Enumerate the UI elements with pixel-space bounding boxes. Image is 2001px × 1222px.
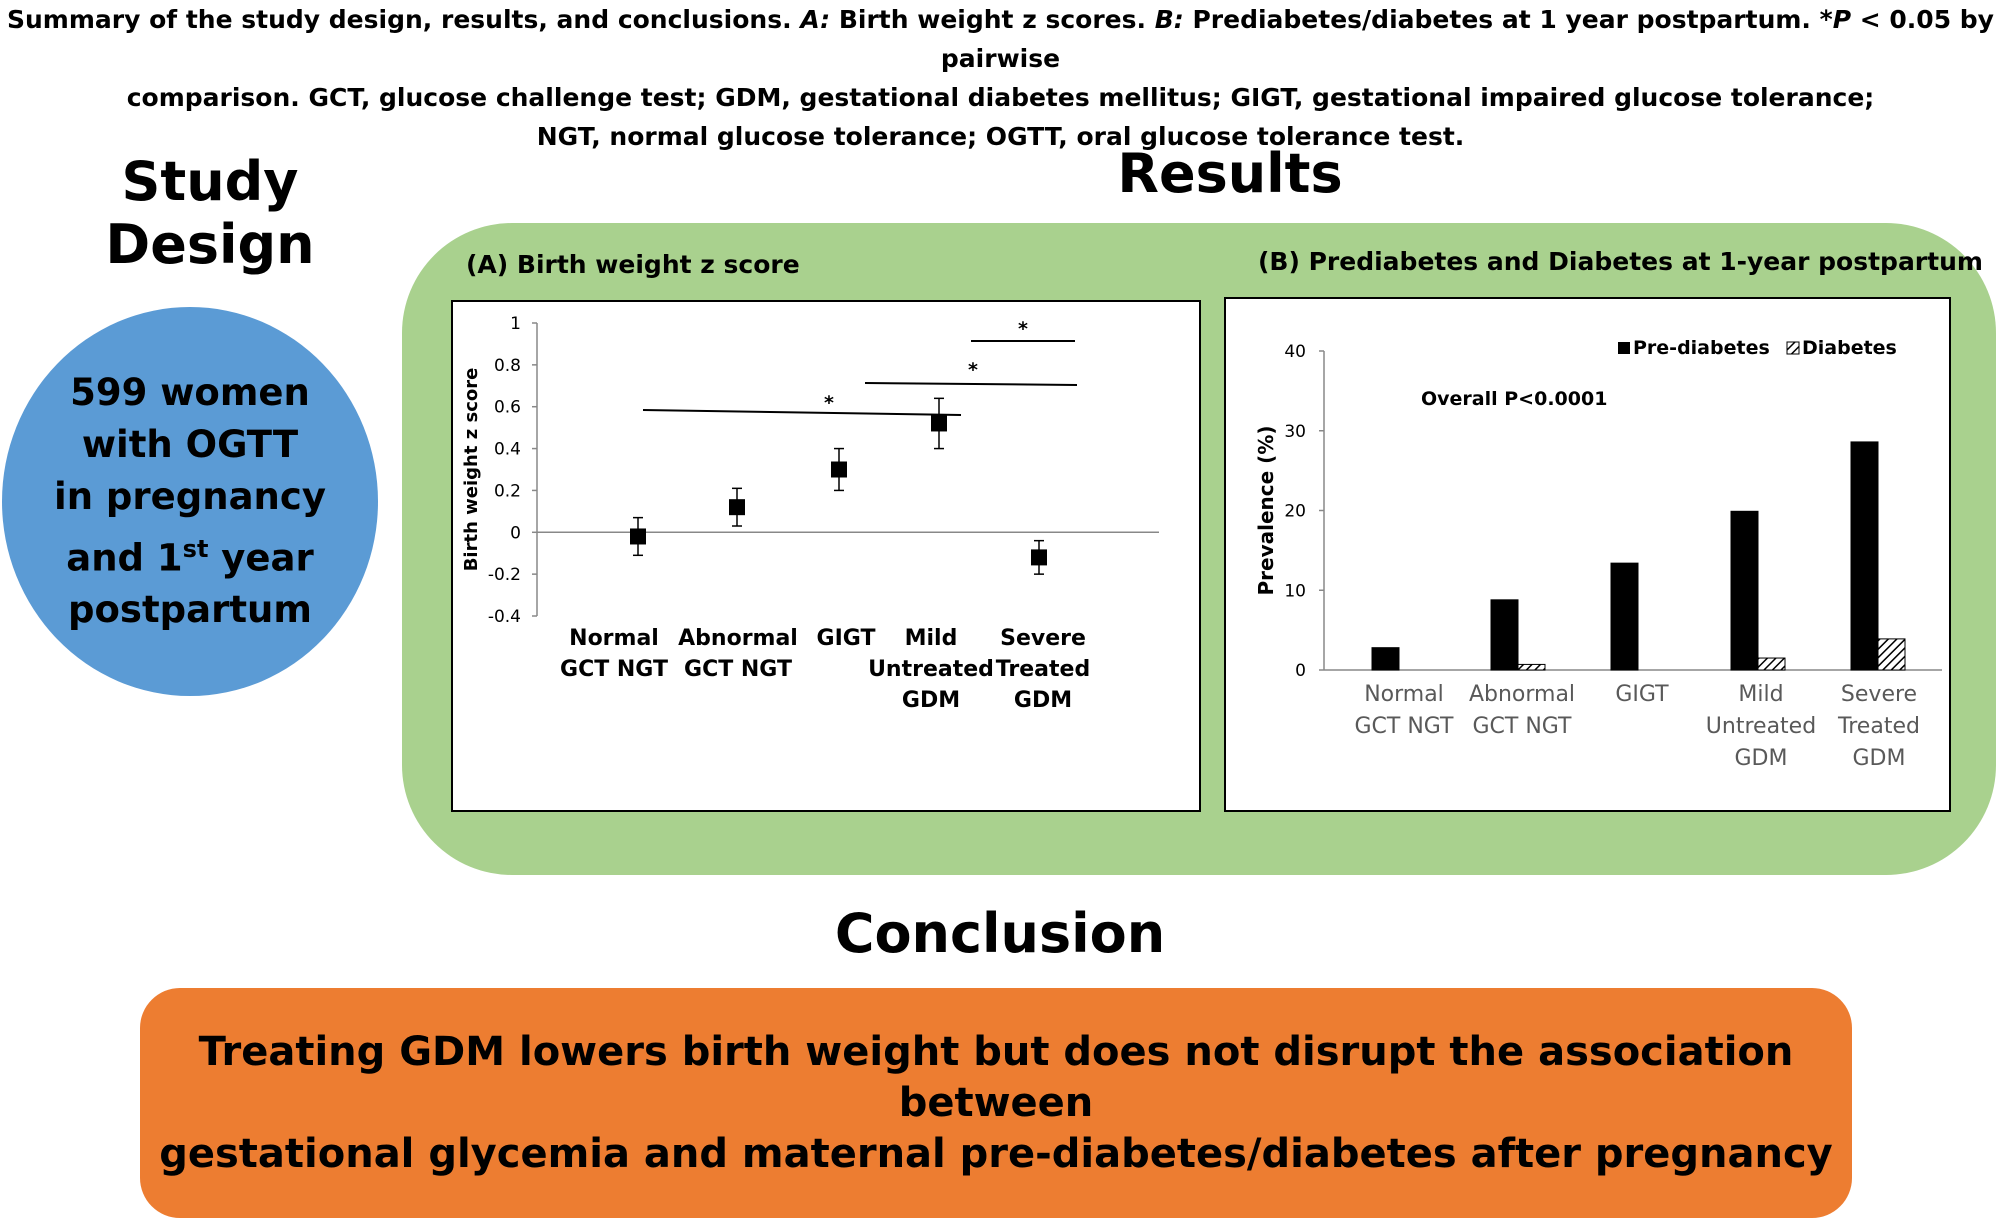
significance-line	[642, 409, 962, 416]
x-category-label: GDM	[902, 688, 960, 713]
x-category-label: GDM	[1735, 746, 1788, 771]
diabetes-bar	[1877, 638, 1906, 671]
legend-label-diabetes: Diabetes	[1802, 337, 1897, 359]
data-point	[630, 528, 646, 545]
y-tick-label: -0.4	[488, 607, 521, 627]
diabetes-bar	[1757, 657, 1786, 671]
caption-a-label: A:	[800, 5, 831, 34]
chart-a-title: (A) Birth weight z score	[466, 250, 800, 279]
circle-text: year	[208, 536, 314, 580]
x-category-label: GCT NGT	[684, 657, 792, 682]
chart-b-svg: 40 30 20 10 0 Prevalence (%) Overall P<0.0001 P…	[1254, 337, 1942, 771]
chart-b-title: (B) Prediabetes and Diabetes at 1-year p…	[1258, 247, 1983, 276]
x-category-label: GCT NGT	[560, 657, 668, 682]
study-design-title: Study Design	[105, 150, 315, 276]
caption-text: Prediabetes/diabetes at 1 year postpartu…	[1183, 5, 1833, 34]
caption-line-1: Summary of the study design, results, an…	[0, 0, 2001, 78]
y-tick-label: 20	[1284, 502, 1306, 522]
y-tick-label: 0.6	[494, 398, 521, 418]
y-tick-label: -0.2	[488, 565, 521, 585]
figure-caption: Summary of the study design, results, an…	[0, 0, 2001, 156]
data-point	[931, 415, 947, 432]
legend-label-prediabetes: Pre-diabetes	[1633, 337, 1770, 359]
caption-line-3: NGT, normal glucose tolerance; OGTT, ora…	[536, 122, 1465, 151]
x-category-label: Severe	[1000, 626, 1086, 651]
legend-swatch-prediabetes	[1618, 342, 1630, 354]
chart-b-frame: 40 30 20 10 0 Prevalence (%) Overall P<0.0001 P…	[1224, 297, 1951, 812]
y-tick-label: 0.2	[494, 481, 521, 501]
circle-line: 599 women	[70, 370, 310, 414]
y-tick-label: 0	[1295, 661, 1306, 681]
y-tick-label: 0.8	[494, 356, 521, 376]
y-tick-label: 30	[1284, 422, 1306, 442]
circle-line: and 1st year	[54, 523, 326, 584]
y-tick-label: 10	[1284, 581, 1306, 601]
x-category-label: Untreated	[1706, 714, 1816, 739]
caption-p-label: P	[1832, 5, 1852, 34]
data-point	[831, 461, 847, 478]
prediabetes-bar	[1490, 599, 1519, 671]
x-category-label: Treated	[996, 657, 1090, 682]
data-point	[1031, 549, 1047, 566]
x-category-label: Normal	[1364, 682, 1444, 707]
x-category-label: Normal	[569, 626, 659, 651]
y-tick-label: 40	[1284, 342, 1306, 362]
x-category-label: Untreated	[868, 657, 994, 682]
results-title: Results	[1117, 142, 1343, 205]
conclusion-line: Treating GDM lowers birth weight but doe…	[198, 1028, 1794, 1126]
significance-star: *	[968, 359, 978, 381]
prediabetes-bar	[1610, 562, 1639, 671]
x-category-label: GIGT	[817, 626, 876, 651]
significance-star: *	[824, 392, 834, 414]
y-axis-label: Prevalence (%)	[1254, 426, 1278, 596]
x-category-label: Abnormal	[678, 626, 798, 651]
circle-line: with OGTT	[81, 422, 299, 466]
prediabetes-bar	[1850, 441, 1879, 671]
x-category-label: Treated	[1837, 714, 1920, 739]
y-tick-label: 0.4	[494, 440, 521, 460]
circle-line: in pregnancy	[54, 474, 326, 518]
caption-text: Birth weight z scores.	[830, 5, 1155, 34]
caption-text: Summary of the study design, results, an…	[7, 5, 801, 34]
prediabetes-bar	[1730, 510, 1759, 671]
x-category-label: Abnormal	[1469, 682, 1575, 707]
x-category-label: Mild	[1738, 682, 1783, 707]
prediabetes-bar	[1371, 647, 1400, 671]
conclusion-line: gestational glycemia and maternal pre-di…	[159, 1130, 1833, 1177]
circle-superscript: st	[182, 534, 209, 563]
conclusion-text: Treating GDM lowers birth weight but doe…	[140, 1027, 1852, 1180]
caption-text: < 0.05 by pairwise	[940, 5, 1994, 73]
data-point	[729, 499, 745, 516]
x-category-label: Severe	[1841, 682, 1917, 707]
x-category-label: GCT NGT	[1473, 714, 1573, 739]
overall-p-annotation: Overall P<0.0001	[1421, 388, 1607, 410]
significance-star: *	[1018, 318, 1028, 340]
chart-a-frame: 1 0.8 0.6 0.4 0.2 0 -0.2 -0.4 Birth weight z sco…	[451, 300, 1201, 812]
circle-text: and 1	[66, 536, 183, 580]
significance-line	[864, 382, 1078, 386]
x-category-label: Mild	[905, 626, 958, 651]
x-category-label: GIGT	[1615, 682, 1669, 707]
caption-b-label: B:	[1154, 5, 1184, 34]
y-axis-label: Birth weight z score	[461, 368, 482, 572]
x-category-label: GDM	[1853, 746, 1906, 771]
caption-line-2: comparison. GCT, glucose challenge test;…	[126, 83, 1875, 112]
conclusion-title: Conclusion	[834, 902, 1166, 965]
study-design-text: 599 women with OGTT in pregnancy and 1st…	[54, 367, 326, 636]
y-tick-label: 1	[510, 314, 521, 334]
conclusion-box: Treating GDM lowers birth weight but doe…	[140, 988, 1852, 1218]
diabetes-bar	[1517, 663, 1546, 671]
chart-a-svg: 1 0.8 0.6 0.4 0.2 0 -0.2 -0.4 Birth weight z sco…	[461, 314, 1159, 713]
y-tick-label: 0	[510, 523, 521, 543]
study-design-circle: 599 women with OGTT in pregnancy and 1st…	[2, 307, 378, 696]
x-category-label: GDM	[1014, 688, 1072, 713]
x-category-label: GCT NGT	[1355, 714, 1455, 739]
circle-line: postpartum	[68, 588, 312, 632]
legend-swatch-diabetes	[1786, 341, 1800, 355]
